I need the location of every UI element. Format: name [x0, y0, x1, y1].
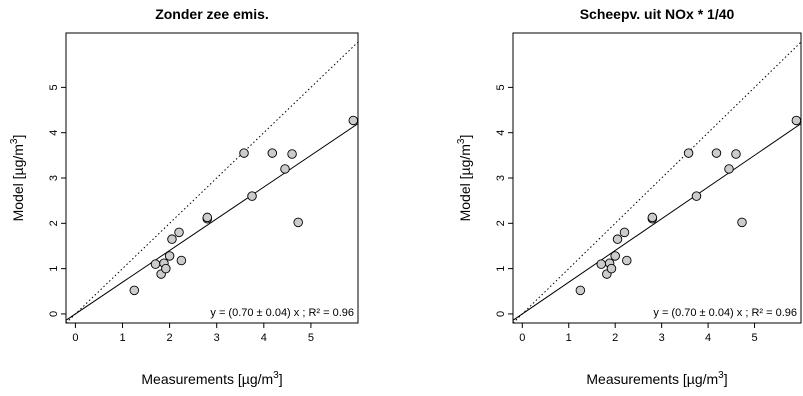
data-point — [247, 191, 257, 201]
x-tick-label: 5 — [308, 332, 314, 344]
plot-frame — [65, 32, 359, 324]
chart-title: Scheepv. uit NOx * 1/40 — [580, 6, 735, 22]
x-axis-label: Measurements [µg/m3] — [141, 370, 282, 387]
data-point — [239, 148, 249, 158]
data-point — [610, 251, 620, 261]
data-point — [691, 191, 702, 201]
y-axis-label: Model [µg/m3] — [456, 135, 473, 222]
x-tick-label: 3 — [659, 332, 665, 344]
regression-annotation: y = (0.70 ± 0.04) x ; R² = 0.96 — [653, 307, 797, 319]
x-tick-label: 5 — [751, 332, 757, 344]
chart-panel-1: Zonder zee emis. 0 1 2 3 4 5 0 1 2 3 4 5 Measurements… — [9, 6, 359, 387]
data-point — [724, 164, 734, 174]
data-point — [737, 217, 747, 228]
data-point — [606, 263, 617, 274]
chart-panel-2: Scheepv. uit NOx * 1/40 0 1 2 3 4 5 0 1 2 3 4 5 Measu… — [456, 6, 802, 387]
y-tick-label: 3 — [495, 175, 507, 181]
data-point — [129, 285, 140, 296]
y-tick-label: 5 — [48, 84, 60, 90]
x-tick-label: 0 — [519, 332, 525, 344]
data-point — [612, 234, 623, 244]
data-point — [622, 255, 632, 266]
data-point — [176, 255, 187, 266]
y-tick-label: 1 — [48, 266, 60, 272]
data-point — [348, 115, 359, 126]
x-axis-label: Measurements [µg/m3] — [586, 370, 727, 387]
y-tick-label: 1 — [495, 266, 507, 272]
data-point — [287, 149, 297, 159]
data-point — [267, 148, 278, 158]
data-point — [619, 227, 630, 238]
data-point — [161, 263, 171, 274]
data-point — [202, 212, 213, 223]
x-tick-label: 2 — [167, 332, 173, 344]
y-tick-label: 4 — [48, 130, 60, 136]
regression-annotation: y = (0.70 ± 0.04) x ; R² = 0.96 — [210, 307, 354, 319]
chart-title: Zonder zee emis. — [155, 6, 269, 22]
data-point — [596, 259, 607, 269]
x-tick-label: 3 — [214, 332, 220, 344]
y-tick-label: 5 — [495, 84, 507, 90]
reference-line — [513, 41, 801, 323]
x-tick-label: 4 — [261, 332, 267, 344]
y-tick-label: 2 — [48, 220, 60, 226]
data-point — [167, 234, 177, 244]
y-tick-label: 0 — [495, 311, 507, 317]
x-tick-label: 2 — [612, 332, 618, 344]
x-tick-label: 4 — [705, 332, 711, 344]
x-tick-label: 0 — [72, 332, 78, 344]
data-point — [647, 212, 658, 223]
y-tick-label: 3 — [48, 175, 60, 181]
fit-line — [66, 123, 358, 321]
data-point — [683, 148, 694, 158]
data-point — [711, 148, 722, 158]
data-point — [791, 115, 802, 126]
data-point — [280, 164, 290, 174]
data-point — [731, 149, 741, 159]
x-tick-label: 1 — [566, 332, 572, 344]
data-point — [293, 217, 303, 228]
plot-frame — [512, 32, 802, 324]
x-tick-label: 1 — [119, 332, 125, 344]
y-tick-label: 2 — [495, 220, 507, 226]
reference-line — [66, 41, 358, 323]
y-tick-label: 0 — [48, 311, 60, 317]
data-point — [575, 285, 586, 296]
data-point — [174, 227, 184, 238]
fit-line — [513, 123, 801, 321]
data-point — [150, 259, 161, 269]
y-tick-label: 4 — [495, 130, 507, 136]
data-point — [164, 251, 175, 261]
y-axis-label: Model [µg/m3] — [9, 135, 26, 222]
